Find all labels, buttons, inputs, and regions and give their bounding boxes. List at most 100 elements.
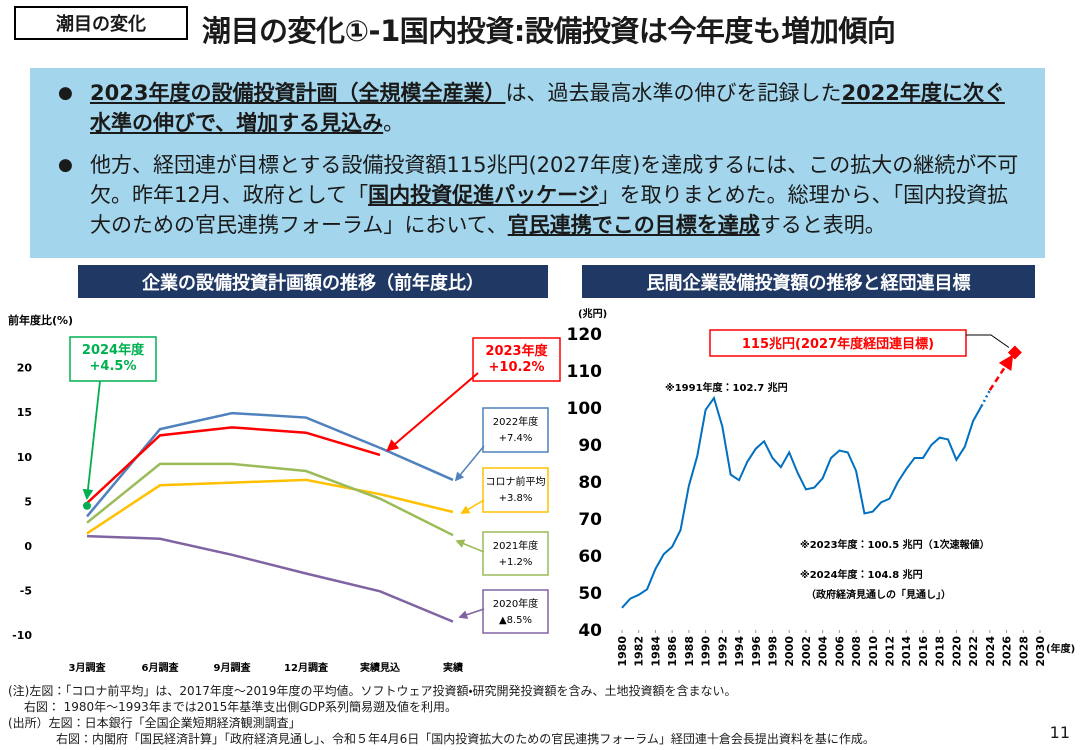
annotation: ※2023年度：100.5 兆円（1次速報値）	[800, 538, 990, 551]
target-text: 115兆円(2027年度経団連目標)	[742, 336, 934, 352]
x-tick-label: 2024	[984, 636, 997, 667]
note-line: 右図： 1980年～1993年までは2015年基準支出側GDP系列簡易遡及値を利…	[8, 700, 458, 714]
bullet-text: すると表明。	[759, 213, 886, 237]
y-tick-label: -5	[20, 584, 32, 597]
callout-text: +7.4%	[499, 433, 533, 444]
series-line	[621, 395, 983, 609]
y-tick-label: -10	[12, 629, 32, 642]
x-tick-label: 1988	[683, 636, 696, 667]
callout-box	[482, 589, 549, 634]
x-axis-label: (年度)	[1046, 642, 1075, 655]
bullet: 2023年度の設備投資計画（全規模全産業）は、過去最高水準の伸びを記録した202…	[58, 78, 1021, 138]
note-line: (注)左図：「コロナ前平均」は、2017年度～2019年度の平均値。ソフトウェア…	[8, 684, 737, 698]
bullet-text: 国内投資促進パッケージ	[368, 183, 599, 207]
x-tick-label: 実績見込	[360, 661, 401, 674]
x-tick-label: 2000	[783, 636, 796, 667]
x-tick-label: 2006	[833, 636, 846, 667]
x-tick-label: 2002	[800, 636, 813, 667]
section-tag: 潮目の変化	[14, 6, 188, 40]
bullet-text: 。	[383, 111, 405, 135]
x-tick-label: 12月調査	[284, 661, 329, 674]
x-tick-label: 実績	[443, 661, 464, 674]
x-tick-label: 2016	[917, 636, 930, 667]
x-tick-label: 2022	[967, 636, 980, 667]
note-line: 右図：内閣府「国民経済計算」「政府経済見通し」、令和５年4月6日「国内投資拡大の…	[8, 732, 875, 746]
y-tick-label: 5	[24, 495, 32, 508]
callout-arrow	[386, 372, 479, 452]
callout-text: ▲8.5%	[499, 615, 532, 626]
annotation: ※1991年度：102.7 兆円	[665, 381, 788, 394]
y-tick-label: 80	[578, 473, 602, 493]
callout-text: +4.5%	[90, 359, 137, 374]
x-tick-label: 1994	[733, 636, 746, 667]
y-tick-label: 90	[578, 436, 602, 456]
callout-box	[69, 336, 157, 382]
y-tick-label: 10	[17, 451, 33, 464]
x-tick-label: 9月調査	[214, 661, 252, 674]
page-number: 11	[1049, 723, 1070, 742]
callout-arrow	[458, 608, 485, 619]
bullet-text: は、過去最高水準の伸びを記録した	[505, 81, 842, 105]
slide-title: 潮目の変化①-1国内投資:設備投資は今年度も増加傾向	[202, 14, 896, 48]
x-tick-label: 1984	[649, 636, 662, 667]
bullet-text: 官民連携でこの目標を達成	[507, 213, 760, 237]
bullet: 他方、経団連が目標とする設備投資額115兆円(2027年度)を達成するには、この…	[58, 150, 1021, 240]
target-leader	[966, 334, 1010, 348]
series-line	[980, 389, 991, 407]
y-tick-label: 20	[17, 362, 33, 375]
x-tick-label: 2004	[817, 636, 830, 667]
series-line	[988, 354, 1014, 391]
x-tick-label: 1998	[766, 636, 779, 667]
series-line	[86, 478, 454, 535]
chart-title: 民間企業設備投資額の推移と経団連目標	[582, 265, 1035, 298]
y-tick-label: 40	[578, 621, 602, 641]
y-tick-label: 15	[17, 406, 32, 419]
callout-arrow	[460, 499, 485, 514]
y-axis-label: 前年度比(%)	[8, 313, 73, 327]
x-tick-label: 1996	[750, 636, 763, 667]
x-tick-label: 1992	[716, 636, 729, 667]
callout-text: コロナ前平均	[486, 475, 546, 488]
y-tick-label: 60	[578, 547, 602, 567]
callout-text: 2022年度	[493, 415, 538, 428]
point	[83, 501, 91, 510]
y-tick-label: 110	[567, 362, 603, 382]
callout-box	[482, 467, 549, 513]
summary-box: 2023年度の設備投資計画（全規模全産業）は、過去最高水準の伸びを記録した202…	[30, 68, 1045, 258]
series-line	[86, 462, 454, 537]
callout-arrow	[82, 380, 101, 501]
y-axis-label: (兆円)	[578, 307, 607, 320]
x-tick-label: 1982	[633, 636, 646, 667]
callout-text: 2020年度	[493, 597, 538, 610]
bullet-text: 」を取りまとめた。総理から、「国内投資拡大のための官民連携フォーラム」において、	[90, 183, 1009, 237]
series-line	[86, 534, 454, 623]
chart-title: 企業の設備投資計画額の推移（前年度比）	[78, 265, 548, 298]
notes: (注)左図：「コロナ前平均」は、2017年度～2019年度の平均値。ソフトウェア…	[8, 683, 875, 747]
x-tick-label: 2026	[1001, 636, 1014, 667]
y-tick-label: 50	[578, 584, 602, 604]
x-tick-label: 2012	[884, 636, 897, 667]
x-tick-label: 3月調査	[69, 661, 107, 674]
callout-text: +1.2%	[499, 557, 533, 568]
target-box	[709, 329, 967, 357]
x-tick-label: 2028	[1017, 636, 1030, 667]
callout-box	[482, 531, 549, 576]
x-tick-label: 2014	[900, 636, 913, 667]
x-tick-label: 6月調査	[142, 661, 180, 674]
callout-text: +10.2%	[489, 360, 545, 375]
x-tick-label: 1986	[666, 636, 679, 667]
callout-box	[472, 337, 561, 382]
y-tick-label: 70	[578, 510, 602, 530]
callout-arrow	[454, 445, 485, 482]
callout-text: +3.8%	[499, 493, 533, 504]
series-line	[86, 426, 381, 505]
bullet-text: 2022年度に次ぐ水準の伸びで、増加する見込み	[90, 81, 1005, 135]
callout-text: 2024年度	[82, 342, 145, 358]
y-tick-label: 100	[567, 399, 603, 419]
series-line	[86, 411, 454, 518]
x-tick-label: 1990	[700, 636, 713, 667]
x-tick-label: 2008	[850, 636, 863, 667]
callout-arrow	[455, 539, 485, 553]
